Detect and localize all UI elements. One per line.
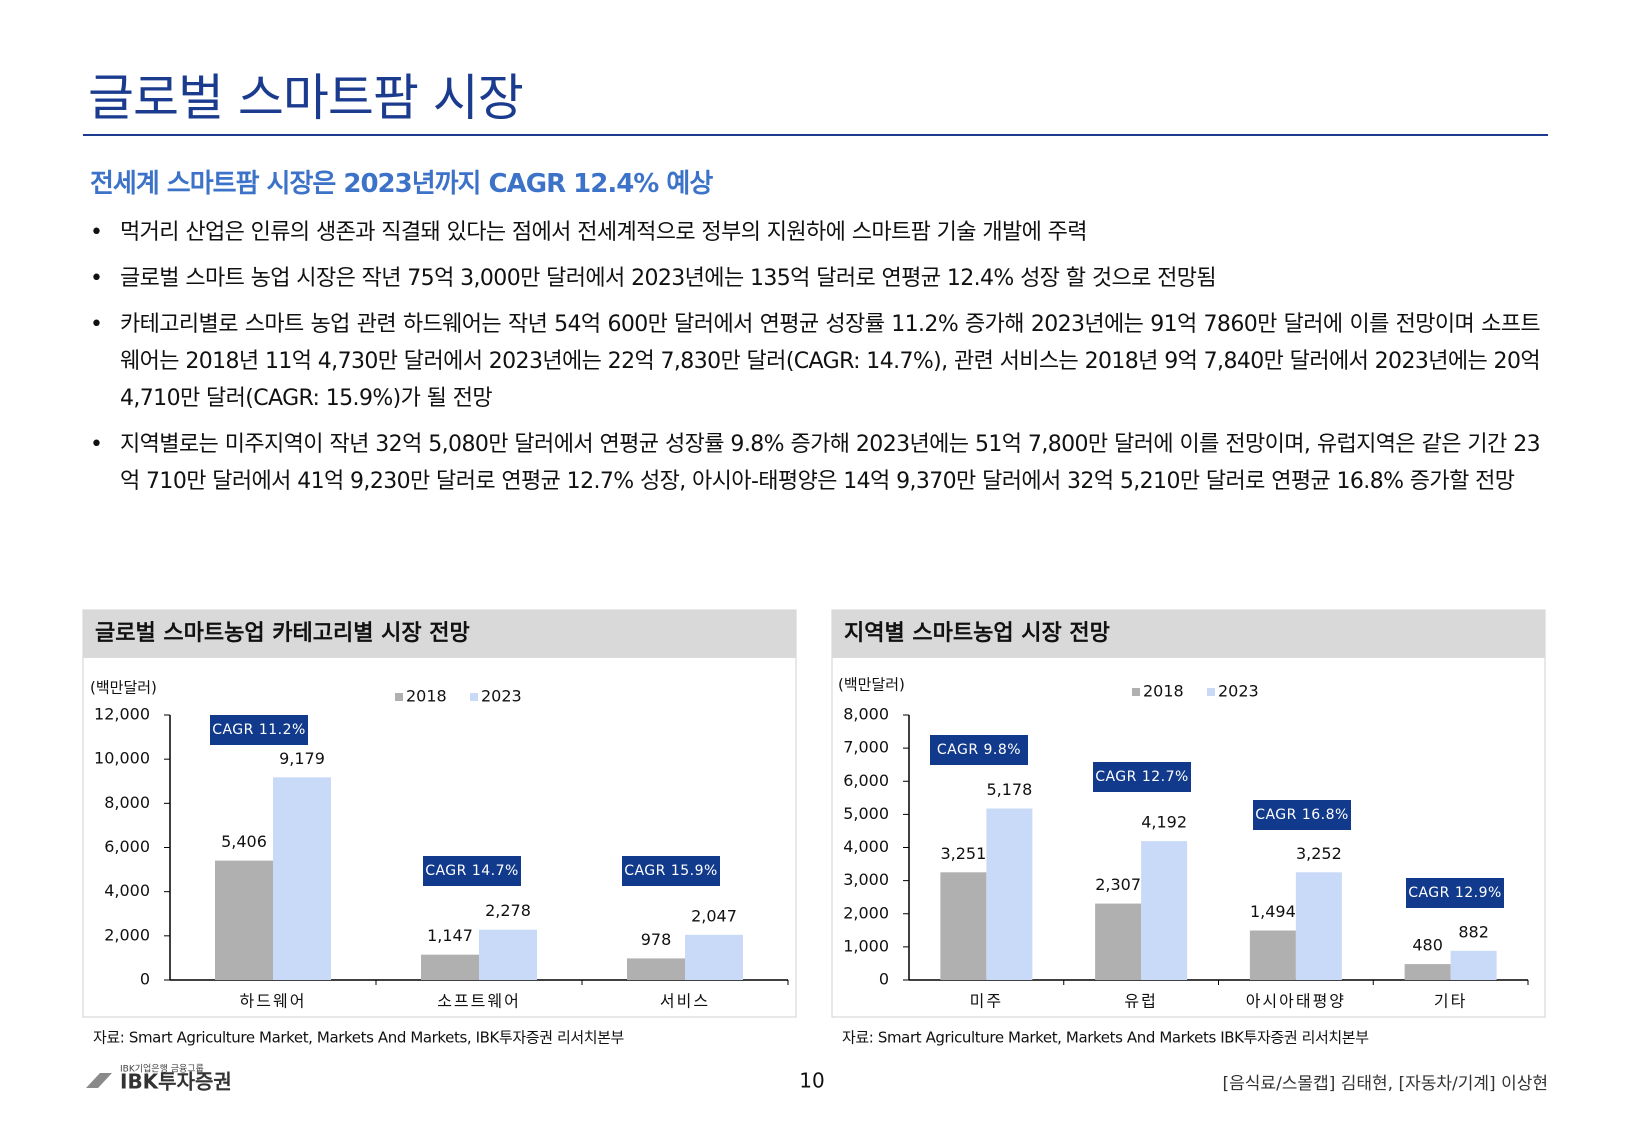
chart-frame xyxy=(831,609,1546,1018)
x-tick-label: 하드웨어 xyxy=(240,992,307,1011)
cagr-box xyxy=(1093,762,1191,792)
value-label: 4,192 xyxy=(1141,813,1187,832)
unit-label: (백만달러) xyxy=(90,679,157,697)
cagr-label: CAGR 11.2% xyxy=(212,722,306,738)
x-tick-label: 소프트웨어 xyxy=(437,992,521,1011)
value-label: 5,178 xyxy=(986,780,1032,799)
title-rule xyxy=(83,134,1548,136)
logo-mark xyxy=(86,1073,112,1088)
cagr-label: CAGR 15.9% xyxy=(624,863,718,879)
value-label: 2,307 xyxy=(1095,875,1141,894)
legend-swatch xyxy=(470,693,478,701)
cagr-box xyxy=(1406,878,1504,908)
chart-title: 지역별 스마트농업 시장 전망 xyxy=(844,621,1110,646)
value-label: 5,406 xyxy=(221,832,267,851)
cagr-label: CAGR 12.9% xyxy=(1408,885,1502,901)
value-label: 480 xyxy=(1412,936,1443,955)
x-tick-label: 기타 xyxy=(1434,992,1467,1011)
y-tick-label: 0 xyxy=(140,970,150,989)
y-tick-label: 4,000 xyxy=(104,881,150,900)
value-label: 2,047 xyxy=(691,906,737,925)
bar xyxy=(1295,872,1342,980)
y-tick-label: 7,000 xyxy=(843,738,889,757)
bar xyxy=(215,860,273,980)
source-note: 자료: Smart Agriculture Market, Markets An… xyxy=(93,1029,625,1047)
logo-brand: IBK투자증권 xyxy=(120,1070,232,1094)
y-tick-label: 2,000 xyxy=(843,903,889,922)
y-tick-label: 12,000 xyxy=(94,705,150,724)
legend-label: 2018 xyxy=(406,687,447,706)
bar xyxy=(685,934,743,980)
page-number: 10 xyxy=(799,1069,824,1093)
chart-title: 글로벌 스마트농업 카테고리별 시장 전망 xyxy=(95,621,470,646)
bar xyxy=(1450,950,1497,980)
value-label: 9,179 xyxy=(279,749,325,768)
bar xyxy=(1095,903,1142,980)
x-tick-label: 서비스 xyxy=(660,992,710,1011)
bullet: 글로벌 스마트 농업 시장은 작년 75억 3,000만 달러에서 2023년에… xyxy=(88,260,1540,297)
bar xyxy=(1404,964,1451,980)
legend-label: 2023 xyxy=(481,687,522,706)
bar xyxy=(1249,930,1296,980)
y-tick-label: 2,000 xyxy=(104,925,150,944)
cagr-box xyxy=(622,856,720,886)
x-tick-label: 아시아태평양 xyxy=(1246,992,1346,1011)
bar xyxy=(479,929,537,980)
logo-group: IBK기업은행 금융그룹 xyxy=(120,1063,204,1075)
bar xyxy=(421,954,479,980)
legend-swatch xyxy=(395,693,403,701)
bar xyxy=(940,872,987,980)
chart-header xyxy=(83,610,796,658)
chart-header xyxy=(832,610,1545,658)
page-title: 글로벌 스마트팜 시장 xyxy=(88,69,524,127)
value-label: 1,494 xyxy=(1250,902,1296,921)
y-tick-label: 8,000 xyxy=(104,793,150,812)
unit-label: (백만달러) xyxy=(838,676,905,694)
y-tick-label: 8,000 xyxy=(843,705,889,724)
legend-swatch xyxy=(1132,688,1140,696)
value-label: 2,278 xyxy=(485,901,531,920)
bar xyxy=(986,808,1033,980)
cagr-box xyxy=(210,715,308,745)
bullet-list: 먹거리 산업은 인류의 생존과 직결돼 있다는 점에서 전세계적으로 정부의 지… xyxy=(88,214,1541,509)
cagr-label: CAGR 9.8% xyxy=(937,742,1021,758)
y-tick-label: 4,000 xyxy=(843,837,889,856)
value-label: 3,251 xyxy=(940,844,986,863)
y-tick-label: 1,000 xyxy=(843,936,889,955)
y-tick-label: 0 xyxy=(879,970,889,989)
bullet: 먹거리 산업은 인류의 생존과 직결돼 있다는 점에서 전세계적으로 정부의 지… xyxy=(88,214,1540,251)
legend-label: 2018 xyxy=(1143,682,1184,701)
cagr-box xyxy=(1253,800,1351,830)
bar xyxy=(273,777,331,980)
y-tick-label: 10,000 xyxy=(94,749,150,768)
x-tick-label: 미주 xyxy=(970,992,1003,1011)
bullet: 지역별로는 미주지역이 작년 32억 5,080만 달러에서 연평균 성장률 9… xyxy=(88,426,1541,500)
y-tick-label: 6,000 xyxy=(104,837,150,856)
y-tick-label: 3,000 xyxy=(843,870,889,889)
value-label: 1,147 xyxy=(427,926,473,945)
value-label: 882 xyxy=(1458,922,1489,941)
cagr-box xyxy=(423,856,521,886)
bullet: 카테고리별로 스마트 농업 관련 하드웨어는 작년 54억 600만 달러에서 … xyxy=(88,306,1541,417)
value-label: 3,252 xyxy=(1296,844,1342,863)
subtitle: 전세계 스마트팜 시장은 2023년까지 CAGR 12.4% 예상 xyxy=(90,169,713,199)
y-tick-label: 5,000 xyxy=(843,804,889,823)
source-note: 자료: Smart Agriculture Market, Markets An… xyxy=(842,1029,1369,1047)
cagr-label: CAGR 14.7% xyxy=(425,863,519,879)
bar xyxy=(1141,841,1188,980)
x-tick-label: 유럽 xyxy=(1124,992,1157,1011)
cagr-label: CAGR 16.8% xyxy=(1255,807,1349,823)
y-tick-label: 6,000 xyxy=(843,771,889,790)
legend-label: 2023 xyxy=(1218,682,1259,701)
cagr-label: CAGR 12.7% xyxy=(1095,769,1189,785)
cagr-box xyxy=(930,735,1028,765)
legend-swatch xyxy=(1207,688,1215,696)
value-label: 978 xyxy=(641,930,672,949)
bar xyxy=(627,958,685,980)
authors: [음식료/스몰캡] 김태현, [자동차/기계] 이상현 xyxy=(1223,1074,1548,1094)
